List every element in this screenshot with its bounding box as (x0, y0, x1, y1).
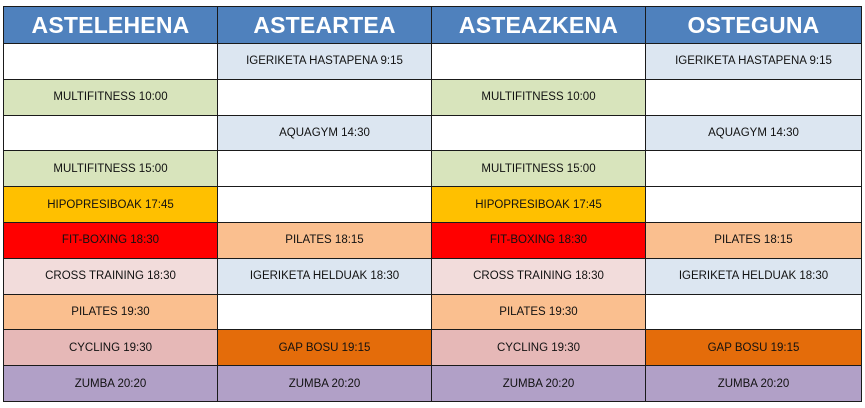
schedule-body: IGERIKETA HASTAPENA 9:15 IGERIKETA HASTAP… (3, 43, 862, 402)
schedule-cell: ZUMBA 20:20 (645, 365, 862, 402)
table-row: ZUMBA 20:20 ZUMBA 20:20 ZUMBA 20:20 ZUMBA 2… (3, 365, 862, 402)
schedule-cell: ZUMBA 20:20 (431, 365, 646, 402)
schedule-header: ASTELEHENA ASTEARTEA ASTEAZKENA OSTEGUNA (3, 6, 862, 44)
schedule-cell: PILATES 19:30 (3, 293, 218, 331)
schedule-cell: MULTIFITNESS 15:00 (431, 150, 646, 188)
schedule-cell (3, 43, 218, 80)
schedule-cell: IGERIKETA HASTAPENA 9:15 (217, 43, 432, 80)
schedule-cell: GAP BOSU 19:15 (645, 329, 862, 367)
table-row: PILATES 19:30 PILATES 19:30 (3, 293, 862, 331)
table-row: HIPOPRESIBOAK 17:45 HIPOPRESIBOAK 17:45 (3, 186, 862, 223)
schedule-cell: CROSS TRAINING 18:30 (3, 257, 218, 295)
schedule-cell: ZUMBA 20:20 (217, 365, 432, 402)
schedule-cell: HIPOPRESIBOAK 17:45 (431, 186, 646, 223)
day-header-monday: ASTELEHENA (3, 6, 218, 44)
schedule-cell: MULTIFITNESS 15:00 (3, 150, 218, 188)
table-row: MULTIFITNESS 10:00 MULTIFITNESS 10:00 (3, 78, 862, 116)
schedule-cell: MULTIFITNESS 10:00 (3, 78, 218, 116)
table-row: MULTIFITNESS 15:00 MULTIFITNESS 15:00 (3, 150, 862, 188)
schedule-cell: ZUMBA 20:20 (3, 365, 218, 402)
schedule-cell: FIT-BOXING 18:30 (431, 221, 646, 259)
table-row: FIT-BOXING 18:30 PILATES 18:15 FIT-BOXING … (3, 221, 862, 259)
schedule-cell: FIT-BOXING 18:30 (3, 221, 218, 259)
schedule-cell (217, 186, 432, 223)
schedule-cell (645, 293, 862, 331)
schedule-cell: PILATES 18:15 (217, 221, 432, 259)
table-row: CYCLING 19:30 GAP BOSU 19:15 CYCLING 19:30… (3, 329, 862, 367)
schedule-cell (645, 150, 862, 188)
schedule-cell: MULTIFITNESS 10:00 (431, 78, 646, 116)
schedule-cell: PILATES 18:15 (645, 221, 862, 259)
schedule-cell: IGERIKETA HASTAPENA 9:15 (645, 43, 862, 80)
schedule-cell: IGERIKETA HELDUAK 18:30 (645, 257, 862, 295)
schedule-cell: HIPOPRESIBOAK 17:45 (3, 186, 218, 223)
table-row: CROSS TRAINING 18:30 IGERIKETA HELDUAK 18… (3, 257, 862, 295)
schedule-cell: IGERIKETA HELDUAK 18:30 (217, 257, 432, 295)
header-row: ASTELEHENA ASTEARTEA ASTEAZKENA OSTEGUNA (3, 6, 862, 44)
day-header-wednesday: ASTEAZKENA (431, 6, 646, 44)
table-row: IGERIKETA HASTAPENA 9:15 IGERIKETA HASTAP… (3, 43, 862, 80)
schedule-cell (3, 114, 218, 152)
day-header-thursday: OSTEGUNA (645, 6, 862, 44)
day-header-tuesday: ASTEARTEA (217, 6, 432, 44)
table-row: AQUAGYM 14:30 AQUAGYM 14:30 (3, 114, 862, 152)
schedule-cell (431, 43, 646, 80)
schedule-cell (217, 78, 432, 116)
schedule-cell (431, 114, 646, 152)
schedule-cell (645, 186, 862, 223)
schedule-cell: CROSS TRAINING 18:30 (431, 257, 646, 295)
schedule-cell: AQUAGYM 14:30 (217, 114, 432, 152)
schedule-cell: CYCLING 19:30 (3, 329, 218, 367)
schedule-cell (217, 150, 432, 188)
schedule-cell: GAP BOSU 19:15 (217, 329, 432, 367)
schedule-cell: PILATES 19:30 (431, 293, 646, 331)
weekly-class-schedule: ASTELEHENA ASTEARTEA ASTEAZKENA OSTEGUNA… (3, 6, 862, 402)
schedule-cell: AQUAGYM 14:30 (645, 114, 862, 152)
schedule-cell (217, 293, 432, 331)
schedule-cell: CYCLING 19:30 (431, 329, 646, 367)
schedule-cell (645, 78, 862, 116)
